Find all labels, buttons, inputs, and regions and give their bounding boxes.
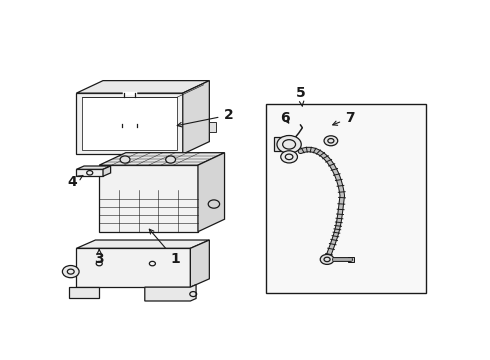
Circle shape [320,255,334,264]
Polygon shape [76,93,183,154]
Polygon shape [76,166,111,169]
Polygon shape [183,81,209,154]
Polygon shape [76,240,209,248]
Circle shape [281,151,297,163]
Polygon shape [348,257,354,262]
Text: 1: 1 [149,229,180,266]
Polygon shape [69,287,99,298]
Text: 5: 5 [295,86,305,106]
Text: 6: 6 [280,111,290,125]
Circle shape [277,135,301,153]
Circle shape [166,156,175,163]
Text: 4: 4 [68,175,83,189]
Polygon shape [145,285,196,301]
Polygon shape [76,81,209,93]
Polygon shape [274,138,293,151]
Polygon shape [209,122,216,132]
Polygon shape [267,104,426,293]
Text: 3: 3 [95,249,104,266]
Polygon shape [198,153,224,232]
Text: 7: 7 [333,111,355,125]
Polygon shape [99,165,198,232]
Text: 2: 2 [177,108,233,127]
Circle shape [324,136,338,146]
Polygon shape [82,97,177,150]
Polygon shape [103,166,111,176]
Circle shape [120,156,130,163]
Polygon shape [76,169,103,176]
Polygon shape [99,153,224,165]
Circle shape [62,266,79,278]
Polygon shape [190,240,209,287]
Polygon shape [76,248,190,287]
